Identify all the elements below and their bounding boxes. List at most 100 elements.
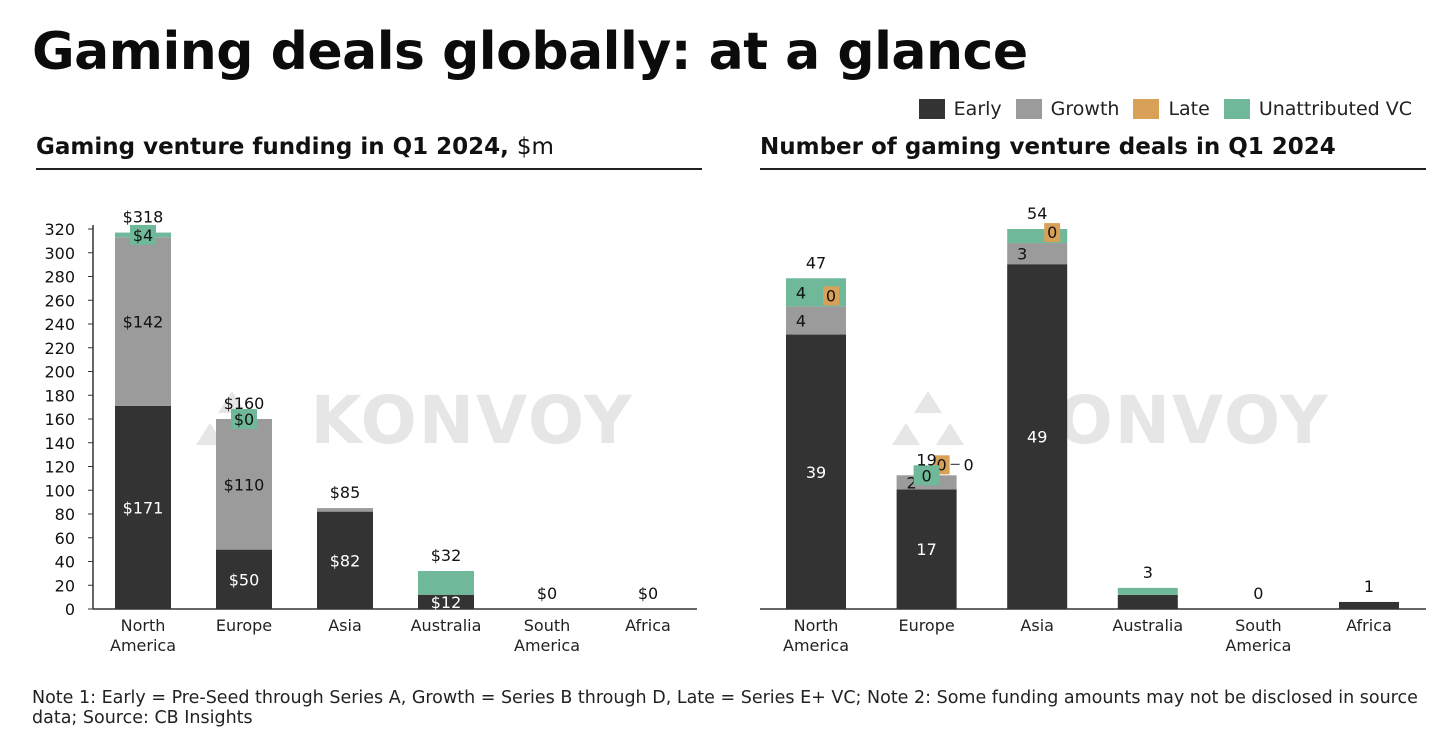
funding-segment-label: $82 <box>330 551 361 570</box>
funding-category-label: North <box>121 616 166 635</box>
funding-bar-growth <box>115 237 171 406</box>
deals-bar-growth <box>786 306 846 335</box>
legend-label-late: Late <box>1168 98 1210 120</box>
funding-segment-label: $0 <box>234 410 254 429</box>
deals-bar-early <box>896 489 957 609</box>
deals-category-label: America <box>1225 636 1291 655</box>
logo-petal-right <box>936 423 964 445</box>
deals-bar-early <box>786 334 846 609</box>
funding-y-tick-label: 20 <box>55 576 75 595</box>
funding-bar-early <box>115 405 171 609</box>
deals-total-label: 0 <box>1253 584 1263 603</box>
deals-category-label: America <box>783 636 849 655</box>
legend-label-unattributed: Unattributed VC <box>1258 98 1412 120</box>
funding-segment-label: $50 <box>229 570 260 589</box>
deals-segment-label: 0 <box>937 455 947 474</box>
funding-bar-unattributed <box>418 571 474 595</box>
funding-y-tick-label: 220 <box>44 339 75 358</box>
deals-total-label: 1 <box>1364 577 1374 596</box>
funding-y-tick-label: 320 <box>44 220 75 239</box>
funding-bar-growth <box>317 508 373 512</box>
deals-bar-early <box>1339 601 1399 609</box>
funding-unattributed-tag <box>231 409 257 429</box>
funding-y-tick-label: 240 <box>44 315 75 334</box>
funding-segment-label: $110 <box>224 475 265 494</box>
legend-swatch-growth <box>1015 99 1042 119</box>
funding-category-label: Africa <box>625 616 671 635</box>
konvoy-watermark: KONVOY <box>892 382 1328 459</box>
legend-item-early: Early <box>918 98 1002 120</box>
legend-label-early: Early <box>953 98 1002 120</box>
legend-item-unattributed: Unattributed VC <box>1223 98 1412 120</box>
funding-y-tick-label: 160 <box>44 410 75 429</box>
deals-bar-early <box>1007 264 1068 609</box>
funding-bar-early <box>418 594 474 609</box>
deals-total-label: 19 <box>916 450 936 469</box>
deals-category-label: Australia <box>1112 616 1183 635</box>
legend-swatch-early <box>918 99 945 119</box>
logo-petal-top <box>914 391 942 413</box>
funding-chart-title-text: Gaming venture funding in Q1 2024, <box>36 134 509 160</box>
funding-bar-growth <box>216 419 272 550</box>
logo-petal-top <box>218 391 246 413</box>
deals-total-label: 54 <box>1027 204 1047 223</box>
deals-segment-label: 0 <box>826 286 836 305</box>
deals-chart-title-text: Number of gaming venture deals in Q1 202… <box>760 134 1336 160</box>
deals-segment-label: 2 <box>907 473 917 492</box>
funding-segment-label: $171 <box>123 498 164 517</box>
funding-y-tick-label: 260 <box>44 291 75 310</box>
deals-segment-label: 4 <box>796 283 806 302</box>
funding-chart-title-unit: $m <box>516 134 554 160</box>
deals-bar-early <box>1117 594 1178 609</box>
deals-segment-label: 3 <box>1017 245 1027 264</box>
deals-segment-label: 4 <box>796 311 806 330</box>
deals-late-tag <box>1044 223 1061 243</box>
funding-category-label: America <box>110 636 176 655</box>
funding-y-tick-label: 280 <box>44 268 75 287</box>
funding-unattributed-tag <box>130 224 156 245</box>
deals-segment-label: 0 <box>964 455 974 474</box>
funding-category-label: Australia <box>411 616 482 635</box>
funding-y-tick-label: 120 <box>44 458 75 477</box>
funding-total-label: $32 <box>431 546 462 565</box>
funding-y-tick-label: 0 <box>65 600 75 619</box>
funding-y-tick-label: 300 <box>44 244 75 263</box>
deals-segment-label: 0 <box>1047 223 1057 242</box>
deals-total-label: 47 <box>806 253 826 272</box>
funding-y-tick-label: 140 <box>44 434 75 453</box>
page-title: Gaming deals globally: at a glance <box>32 22 1028 82</box>
legend-label-growth: Growth <box>1050 98 1120 120</box>
deals-segment-label: 0 <box>922 466 932 485</box>
funding-bar-early <box>317 511 373 609</box>
deals-segment-label: 17 <box>916 540 936 559</box>
legend-item-late: Late <box>1133 98 1210 120</box>
funding-y-tick-label: 80 <box>55 505 75 524</box>
deals-total-label: 3 <box>1143 563 1153 582</box>
funding-total-label: $160 <box>224 394 265 413</box>
konvoy-logo-icon <box>892 391 964 445</box>
deals-segment-label: 39 <box>806 463 826 482</box>
deals-bar-unattributed <box>1117 587 1178 595</box>
deals-bar-growth <box>1007 243 1068 265</box>
deals-category-label: Asia <box>1020 616 1054 635</box>
deals-chart-title: Number of gaming venture deals in Q1 202… <box>760 134 1426 170</box>
deals-late-tag <box>823 286 839 306</box>
funding-category-label: Europe <box>216 616 272 635</box>
funding-segment-label: $4 <box>133 226 153 245</box>
watermark-text: KONVOY <box>311 382 634 459</box>
deals-category-label: South <box>1235 616 1282 635</box>
deals-unattributed-tag <box>913 465 940 486</box>
funding-total-label: $0 <box>537 584 557 603</box>
funding-total-label: $318 <box>123 208 164 227</box>
legend-swatch-unattributed <box>1223 99 1250 119</box>
deals-category-label: North <box>794 616 839 635</box>
funding-category-label: America <box>514 636 580 655</box>
funding-chart-title: Gaming venture funding in Q1 2024, $m <box>36 134 702 170</box>
funding-y-tick-label: 100 <box>44 481 75 500</box>
legend-item-growth: Growth <box>1015 98 1120 120</box>
funding-bar-early <box>216 549 272 609</box>
deals-category-label: Africa <box>1346 616 1392 635</box>
footnote: Note 1: Early = Pre-Seed through Series … <box>32 688 1418 728</box>
funding-y-tick-label: 200 <box>44 363 75 382</box>
